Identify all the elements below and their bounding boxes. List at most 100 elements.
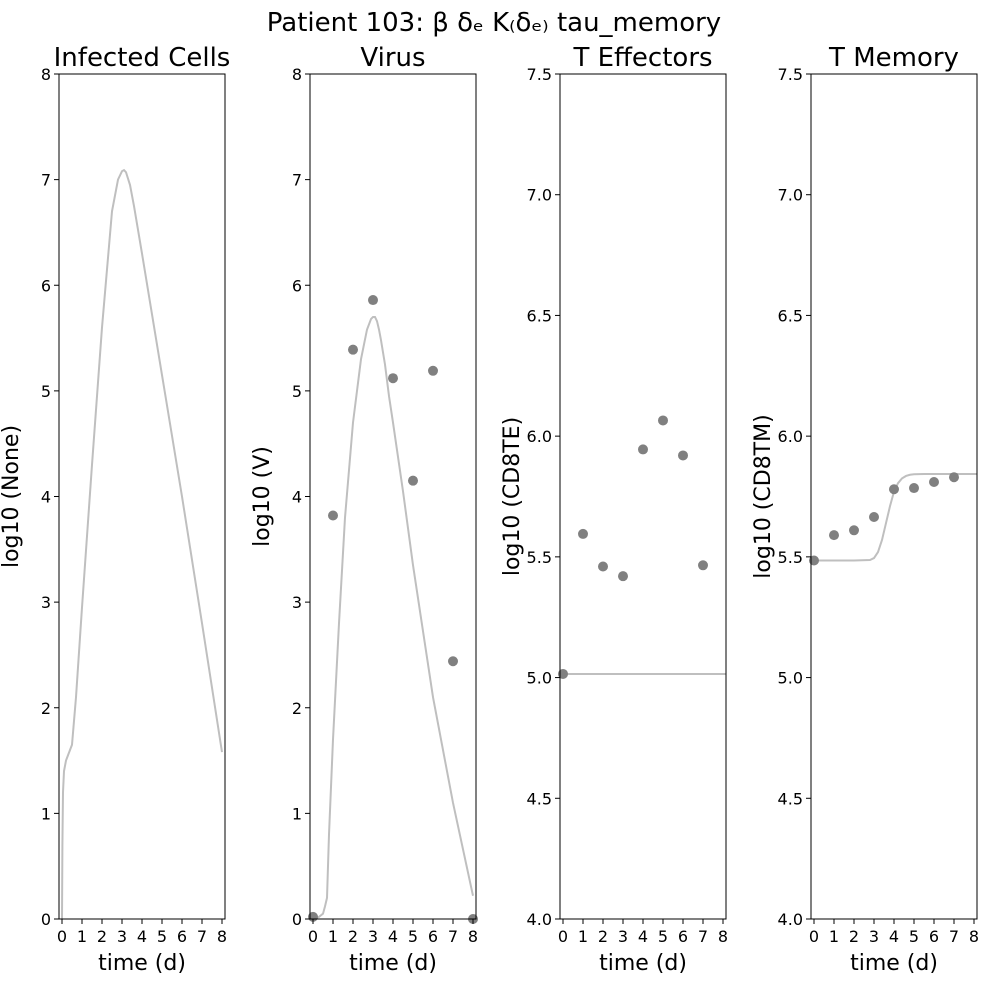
data-point [698, 560, 708, 571]
y-tick-label: 3 [292, 593, 302, 612]
x-tick-label: 2 [849, 927, 859, 946]
y-tick-label: 5 [292, 382, 302, 401]
y-tick-label: 6 [292, 276, 302, 295]
data-point [869, 512, 879, 523]
data-point [578, 528, 588, 539]
data-point [678, 450, 688, 461]
y-tick-label: 4 [41, 488, 51, 507]
plot-frame [58, 73, 226, 920]
y-tick-label: 1 [292, 804, 302, 823]
x-tick-label: 8 [468, 927, 478, 946]
y-tick-label: 7.5 [778, 65, 803, 84]
y-tick-label: 2 [41, 699, 51, 718]
panel-title: T Memory [828, 43, 959, 73]
x-tick-label: 6 [428, 927, 438, 946]
data-point [849, 525, 859, 536]
data-point [408, 475, 418, 486]
data-point [618, 571, 628, 582]
y-tick-label: 2 [292, 699, 302, 718]
y-tick-label: 7 [292, 171, 302, 190]
plot-frame [559, 73, 727, 920]
x-tick-label: 7 [949, 927, 959, 946]
x-tick-label: 5 [157, 927, 167, 946]
x-tick-label: 4 [638, 927, 648, 946]
y-tick-label: 0 [292, 910, 302, 929]
x-tick-label: 3 [618, 927, 628, 946]
x-tick-label: 5 [658, 927, 668, 946]
panel-virus: Virus time (d) log10 (V) 0 1 2 3 4 5 6 7 8012345… [250, 43, 478, 976]
x-tick-label: 2 [97, 927, 107, 946]
x-tick-label: 6 [678, 927, 688, 946]
y-tick-label: 5.0 [527, 669, 552, 688]
data-point [348, 344, 358, 355]
x-axis-label: time (d) [349, 951, 437, 976]
x-tick-label: 7 [448, 927, 458, 946]
x-tick-label: 1 [829, 927, 839, 946]
data-point [328, 510, 338, 521]
data-point [448, 656, 458, 667]
y-tick-label: 4.0 [527, 910, 552, 929]
x-tick-label: 1 [77, 927, 87, 946]
y-tick-label: 6.5 [778, 306, 803, 325]
x-tick-label: 7 [197, 927, 207, 946]
y-tick-label: 8 [41, 65, 51, 84]
y-tick-label: 6.0 [527, 427, 552, 446]
y-axis-label: log10 (CD8TM) [751, 414, 776, 578]
x-tick-label: 8 [969, 927, 979, 946]
y-tick-label: 7.0 [527, 186, 552, 205]
x-tick-label: 4 [889, 927, 899, 946]
y-tick-label: 1 [41, 804, 51, 823]
y-tick-label: 5 [41, 382, 51, 401]
y-axis-label: log10 (None) [0, 425, 24, 568]
x-tick-label: 4 [388, 927, 398, 946]
y-tick-label: 7.5 [527, 65, 552, 84]
x-tick-label: 2 [598, 927, 608, 946]
x-tick-label: 0 [558, 927, 568, 946]
plot-frame [810, 73, 978, 920]
y-tick-label: 6 [41, 276, 51, 295]
x-tick-label: 6 [177, 927, 187, 946]
y-tick-label: 3 [41, 593, 51, 612]
y-tick-label: 4.5 [778, 789, 803, 808]
panel-title: T Effectors [572, 43, 712, 73]
y-tick-label: 7.0 [778, 186, 803, 205]
x-tick-label: 5 [909, 927, 919, 946]
x-tick-label: 1 [328, 927, 338, 946]
y-tick-label: 4.0 [778, 910, 803, 929]
data-point [929, 477, 939, 488]
y-tick-label: 7 [41, 171, 51, 190]
x-tick-label: 3 [368, 927, 378, 946]
model-curve [61, 168, 223, 919]
data-point [388, 373, 398, 384]
x-tick-label: 5 [408, 927, 418, 946]
data-point [949, 472, 959, 483]
y-tick-label: 6.5 [527, 306, 552, 325]
data-point [368, 295, 378, 306]
x-tick-label: 3 [117, 927, 127, 946]
y-tick-label: 5.5 [778, 548, 803, 567]
data-point [889, 484, 899, 495]
model-curve [312, 315, 474, 919]
x-tick-label: 7 [698, 927, 708, 946]
y-tick-label: 5.0 [778, 669, 803, 688]
x-tick-label: 8 [718, 927, 728, 946]
x-tick-label: 6 [929, 927, 939, 946]
data-point [638, 444, 648, 455]
x-tick-label: 2 [348, 927, 358, 946]
x-tick-label: 8 [217, 927, 227, 946]
figure-suptitle: Patient 103: β δₑ K₍δₑ₎ tau_memory [267, 8, 721, 38]
panel-title: Virus [360, 43, 425, 73]
y-tick-label: 6.0 [778, 427, 803, 446]
y-tick-label: 0 [41, 910, 51, 929]
x-tick-label: 0 [57, 927, 67, 946]
y-axis-label: log10 (CD8TE) [500, 417, 525, 576]
data-point [909, 483, 919, 494]
x-tick-label: 0 [809, 927, 819, 946]
y-tick-label: 4 [292, 488, 302, 507]
data-point [598, 561, 608, 572]
x-tick-label: 1 [578, 927, 588, 946]
y-tick-label: 8 [292, 65, 302, 84]
